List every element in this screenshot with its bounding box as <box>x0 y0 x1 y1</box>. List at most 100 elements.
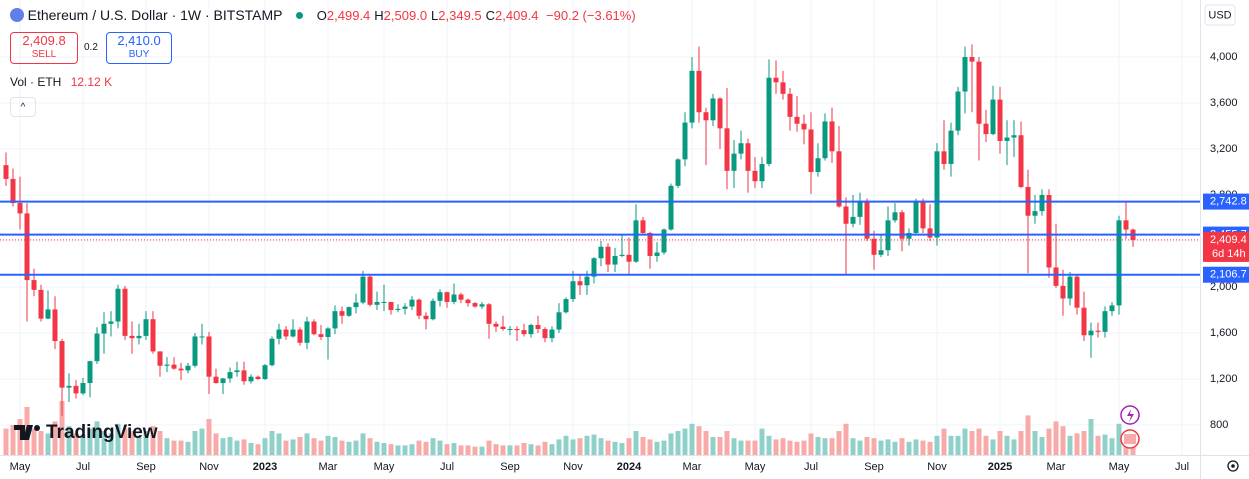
x-tick-label: Sep <box>500 461 520 473</box>
candle-body <box>311 321 317 335</box>
volume-bar <box>122 428 128 455</box>
candle-body <box>388 301 394 311</box>
candle-body <box>584 276 590 286</box>
y-tick-label: 1,200 <box>1210 373 1238 385</box>
x-tick-label: Mar <box>319 461 338 473</box>
volume-bar <box>871 438 877 455</box>
volume-bar <box>38 431 44 455</box>
buy-button[interactable]: 2,410.0 BUY <box>106 32 172 64</box>
collapse-button[interactable]: ^ <box>10 97 36 117</box>
volume-bar <box>220 438 226 455</box>
y-tick-label: 4,000 <box>1210 51 1238 63</box>
volume-bar <box>262 438 268 455</box>
currency-box[interactable] <box>1204 4 1236 26</box>
candle-body <box>1053 267 1059 286</box>
logo: TradingView <box>14 422 158 443</box>
volume-pane <box>3 401 1136 455</box>
volume-bar <box>360 433 366 455</box>
volume-bar <box>913 439 919 455</box>
volume-bar <box>1067 435 1073 455</box>
candle-body <box>339 311 345 316</box>
x-tick-label: 2024 <box>617 461 642 473</box>
logo-mark <box>14 425 33 440</box>
candle-body <box>129 335 135 339</box>
ohlc-value: 2,349.5 <box>438 8 482 23</box>
candle-body <box>444 292 450 302</box>
volume-bar <box>640 437 646 455</box>
candle-body <box>773 77 779 83</box>
candle-body <box>66 385 72 388</box>
volume-bar <box>1039 437 1045 455</box>
volume-bar <box>822 438 828 455</box>
volume-bar <box>248 443 254 455</box>
candle-body <box>1004 137 1010 141</box>
candle-body <box>745 143 751 171</box>
volume-bar <box>633 431 639 455</box>
candle-body <box>381 301 387 303</box>
volume-bar <box>976 428 982 455</box>
volume-bar <box>311 438 317 455</box>
volume-bar <box>927 441 933 455</box>
candle-body <box>990 99 996 135</box>
candle-body <box>164 364 170 366</box>
candle-body <box>262 365 268 379</box>
candle-body <box>395 308 401 311</box>
ohlc-key: L <box>431 8 439 23</box>
candle-body <box>1081 307 1087 336</box>
candle-body <box>1046 195 1052 268</box>
volume-bar <box>815 437 821 455</box>
candle-body <box>1123 220 1129 230</box>
candle-body <box>304 321 310 343</box>
volume-bar <box>1018 431 1024 455</box>
status-dot <box>296 12 304 19</box>
volume-bar <box>1102 434 1108 455</box>
volume-bar <box>717 437 723 455</box>
volume-bar <box>234 440 240 455</box>
candle-body <box>605 246 611 265</box>
candle-body <box>780 82 786 94</box>
candle-body <box>318 334 324 338</box>
volume-bar <box>213 433 219 455</box>
candle-body <box>976 61 982 124</box>
candle-body <box>220 378 226 384</box>
candle-body <box>591 258 597 277</box>
volume-bar <box>703 431 709 455</box>
candle-body <box>878 250 884 255</box>
candle-body <box>332 311 338 329</box>
volume-bar <box>752 440 758 455</box>
settings-icon[interactable] <box>1227 460 1239 472</box>
candle-body <box>409 299 415 307</box>
candle-body <box>227 372 233 379</box>
candle-body <box>171 364 177 369</box>
volume-bar <box>969 431 975 455</box>
volume-bar <box>3 428 9 455</box>
candle-body <box>493 323 499 327</box>
candle-body <box>948 130 954 164</box>
volume-bar <box>507 445 513 455</box>
volume-bar <box>388 444 394 455</box>
currency: USD <box>1208 9 1231 21</box>
candle-body <box>598 246 604 259</box>
candle-body <box>941 151 947 164</box>
candle-body <box>402 306 408 309</box>
candle-body <box>507 328 513 330</box>
candle-body <box>934 151 940 238</box>
symbol-title[interactable]: Ethereum / U.S. Dollar · 1W · BITSTAMP <box>27 7 283 23</box>
volume-bar <box>514 445 520 455</box>
sell-button[interactable]: 2,409.8 SELL <box>10 32 78 64</box>
candle-body <box>535 324 541 329</box>
volume-bar <box>297 437 303 455</box>
logo-mark-dot <box>34 425 40 431</box>
volume-bar <box>941 428 947 455</box>
candle-body <box>94 333 100 362</box>
y-tick-label: 1,600 <box>1210 327 1238 339</box>
candle-body <box>234 370 240 373</box>
candle-body <box>24 213 30 281</box>
candle-body <box>738 143 744 154</box>
volume-bar <box>626 438 632 455</box>
candle-body <box>689 70 695 123</box>
volume-bar <box>738 440 744 455</box>
volume-bar <box>129 431 135 455</box>
candle-body <box>108 321 114 324</box>
ohlc-value: 2,509.0 <box>383 8 428 23</box>
